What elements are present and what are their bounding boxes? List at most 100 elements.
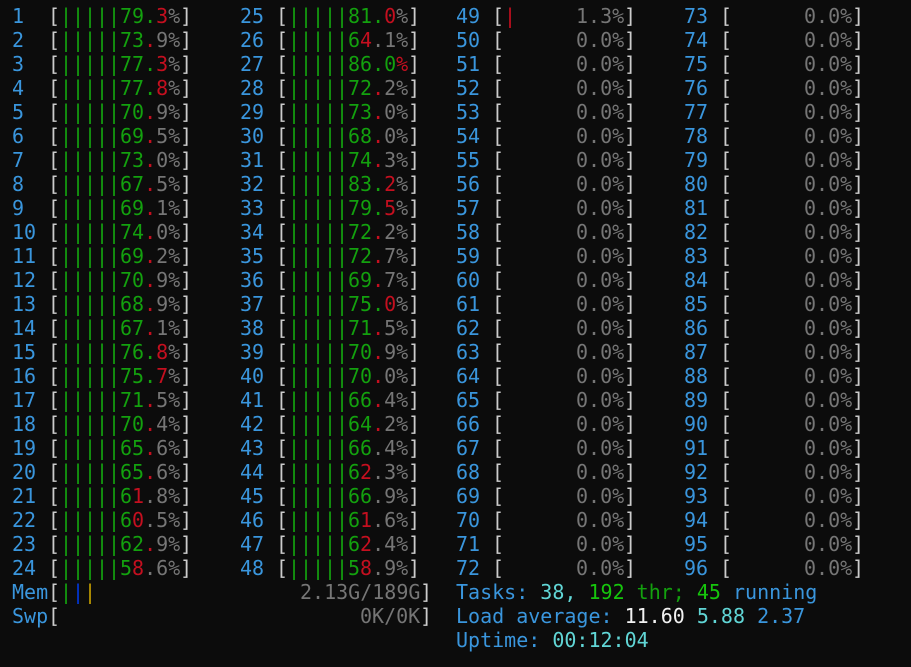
bar-cell bbox=[768, 484, 780, 508]
bar-cell bbox=[756, 484, 768, 508]
bar-cell bbox=[528, 556, 540, 580]
bar-cell: | bbox=[96, 100, 109, 124]
meter-value: 2.13G/189G bbox=[300, 580, 421, 604]
bracket-open: [ bbox=[492, 364, 505, 388]
meter-value: 0.0% bbox=[804, 412, 853, 436]
bracket-close: ] bbox=[180, 28, 193, 52]
bar-cell bbox=[516, 148, 528, 172]
cpu-meter-70: 70 [ 0.0%] bbox=[456, 508, 636, 532]
bar-cell: | bbox=[324, 484, 337, 508]
bracket-open: [ bbox=[492, 268, 505, 292]
meter-label: 91 bbox=[684, 436, 709, 460]
bar-cell bbox=[528, 28, 540, 52]
bar-cell: | bbox=[324, 340, 337, 364]
bar-cell: | bbox=[60, 508, 73, 532]
bar-cell bbox=[132, 580, 144, 604]
bar-cell bbox=[516, 100, 528, 124]
meter-bar: ||||| 75.0% bbox=[288, 292, 408, 316]
meter-bar: 0.0% bbox=[732, 412, 852, 436]
bar-cell: | bbox=[96, 124, 109, 148]
bar-cell: | bbox=[72, 28, 85, 52]
bracket-open: [ bbox=[492, 196, 505, 220]
bar-cell bbox=[504, 340, 516, 364]
bracket-open: [ bbox=[276, 292, 289, 316]
bracket-close: ] bbox=[624, 124, 637, 148]
bar-cell bbox=[792, 28, 804, 52]
bar-cell bbox=[780, 436, 792, 460]
bar-cell bbox=[732, 412, 744, 436]
cpu-meter-89: 89 [ 0.0%] bbox=[684, 388, 864, 412]
meter-label: 56 bbox=[456, 172, 481, 196]
bar-cell bbox=[540, 508, 552, 532]
bar-cell bbox=[144, 604, 156, 628]
bar-cell bbox=[552, 484, 564, 508]
bar-cell bbox=[504, 124, 516, 148]
meter-bar: ||||| 58.9% bbox=[288, 556, 408, 580]
bracket-open: [ bbox=[48, 412, 61, 436]
bar-cell bbox=[540, 4, 552, 28]
bracket-open: [ bbox=[48, 436, 61, 460]
bar-cell: | bbox=[312, 556, 325, 580]
meter-label: 32 bbox=[240, 172, 265, 196]
meter-bar: ||||| 69.1% bbox=[60, 196, 180, 220]
bar-cell: | bbox=[96, 220, 109, 244]
meter-label: 43 bbox=[240, 436, 265, 460]
meter-bar: 0.0% bbox=[732, 196, 852, 220]
meter-value: 0.0% bbox=[804, 148, 853, 172]
meter-value: 61.6% bbox=[348, 508, 409, 532]
bar-cell: | bbox=[312, 436, 325, 460]
bar-cell bbox=[204, 580, 216, 604]
bar-cell: | bbox=[72, 364, 85, 388]
bar-cell: | bbox=[108, 484, 121, 508]
bar-cell: | bbox=[336, 436, 349, 460]
bar-cell: | bbox=[312, 4, 325, 28]
bar-cell: | bbox=[60, 316, 73, 340]
meter-value: 0.0% bbox=[576, 484, 625, 508]
meter-label: 54 bbox=[456, 124, 481, 148]
bar-cell bbox=[516, 196, 528, 220]
bar-cell: | bbox=[312, 292, 325, 316]
cpu-meter-53: 53 [ 0.0%] bbox=[456, 100, 636, 124]
bar-cell: | bbox=[96, 484, 109, 508]
meter-value: 75.0% bbox=[348, 292, 409, 316]
bar-cell bbox=[780, 28, 792, 52]
bar-cell: | bbox=[336, 124, 349, 148]
meter-label: 59 bbox=[456, 244, 481, 268]
bar-cell: | bbox=[504, 4, 517, 28]
cpu-meter-35: 35 [||||| 72.7%] bbox=[240, 244, 420, 268]
bar-cell: | bbox=[336, 532, 349, 556]
bar-cell bbox=[240, 580, 252, 604]
bracket-close: ] bbox=[420, 580, 433, 604]
bar-cell: | bbox=[84, 436, 97, 460]
meter-bar: ||||| 64.1% bbox=[288, 28, 408, 52]
bar-cell bbox=[564, 388, 576, 412]
bar-cell bbox=[168, 580, 180, 604]
bar-cell: | bbox=[324, 292, 337, 316]
bar-cell: | bbox=[324, 364, 337, 388]
cpu-meter-27: 27 [||||| 86.0%] bbox=[240, 52, 420, 76]
cpu-meter-17: 17 [||||| 71.5%] bbox=[12, 388, 192, 412]
bar-cell bbox=[168, 604, 180, 628]
cpu-meter-10: 10 [||||| 74.0%] bbox=[12, 220, 192, 244]
bracket-close: ] bbox=[408, 532, 421, 556]
bar-cell bbox=[552, 292, 564, 316]
bracket-close: ] bbox=[624, 196, 637, 220]
meter-label: 50 bbox=[456, 28, 481, 52]
bar-cell bbox=[540, 484, 552, 508]
meter-label: 26 bbox=[240, 28, 265, 52]
bar-cell bbox=[552, 316, 564, 340]
meter-label: 94 bbox=[684, 508, 709, 532]
cpu-meter-44: 44 [||||| 62.3%] bbox=[240, 460, 420, 484]
bracket-open: [ bbox=[720, 172, 733, 196]
bracket-close: ] bbox=[852, 220, 865, 244]
bracket-open: [ bbox=[492, 412, 505, 436]
meter-bar: ||||| 86.0% bbox=[288, 52, 408, 76]
bar-cell: | bbox=[84, 556, 97, 580]
meter-label: 24 bbox=[12, 556, 37, 580]
bar-cell: | bbox=[60, 292, 73, 316]
bracket-open: [ bbox=[48, 52, 61, 76]
bar-cell bbox=[732, 364, 744, 388]
bar-cell bbox=[744, 532, 756, 556]
cpu-meter-29: 29 [||||| 73.0%] bbox=[240, 100, 420, 124]
bar-cell bbox=[780, 508, 792, 532]
